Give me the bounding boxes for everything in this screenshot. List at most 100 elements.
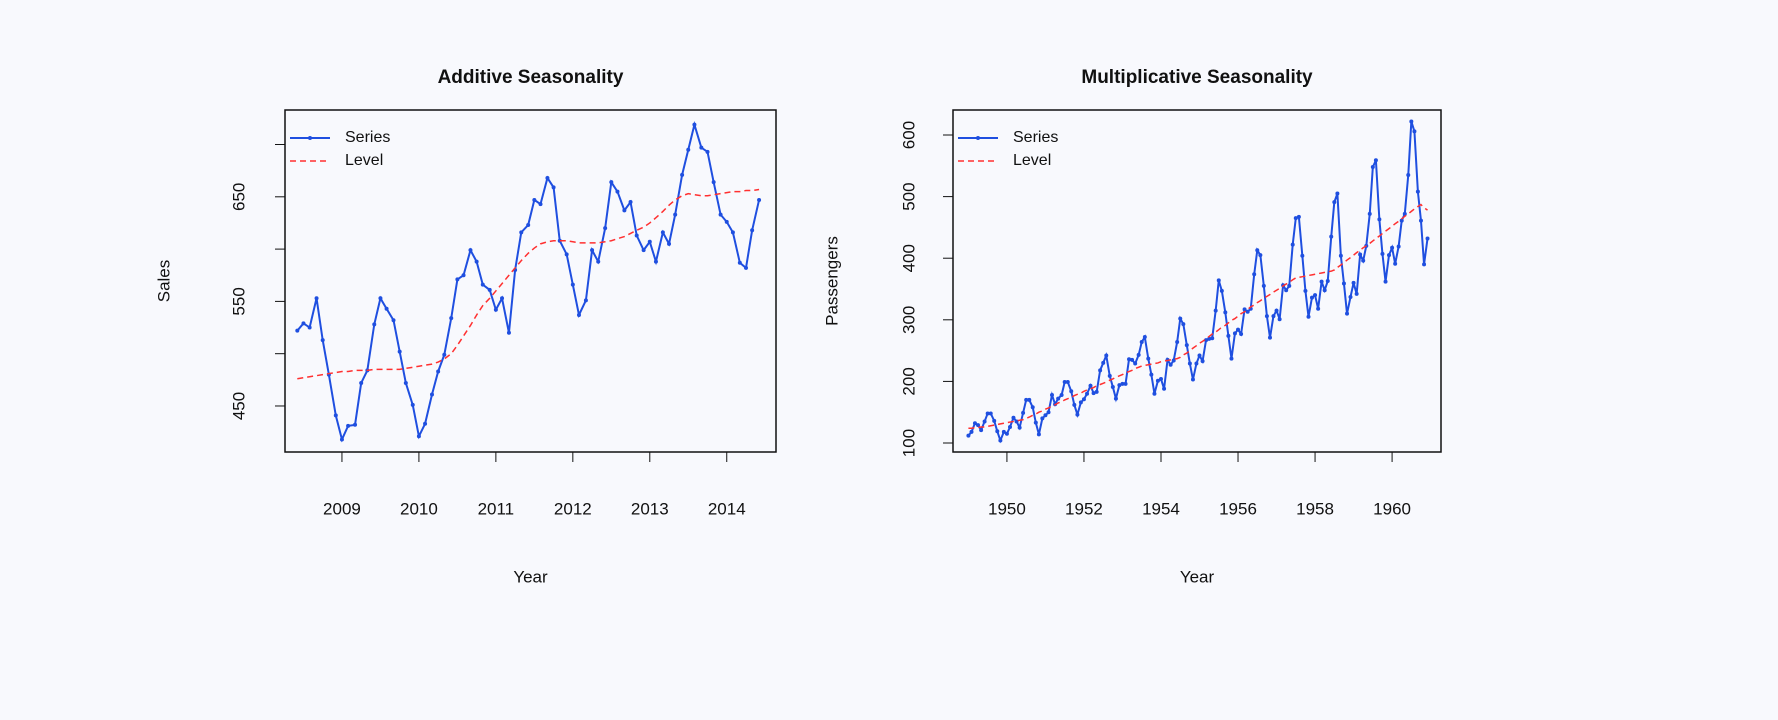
data-point	[1043, 413, 1048, 418]
x-tick-label: 1952	[1065, 499, 1103, 518]
data-point	[372, 322, 377, 327]
data-point	[576, 312, 581, 317]
data-point	[660, 230, 665, 235]
data-point	[1059, 392, 1064, 397]
data-point	[1223, 310, 1228, 315]
data-point	[1252, 272, 1257, 277]
data-point	[1104, 353, 1109, 358]
chart-title: Multiplicative Seasonality	[1081, 67, 1313, 88]
data-point	[1300, 253, 1305, 258]
data-point	[526, 223, 531, 228]
data-point	[1373, 158, 1378, 163]
legend-label: Level	[345, 152, 383, 169]
data-point	[410, 402, 415, 407]
data-point	[667, 241, 672, 246]
data-point	[972, 421, 977, 426]
data-point	[1242, 307, 1247, 312]
data-point	[1094, 389, 1099, 394]
data-point	[743, 265, 748, 270]
data-point	[1303, 288, 1308, 293]
data-point	[1178, 316, 1183, 321]
x-tick-label: 1956	[1219, 499, 1257, 518]
plot-frame	[284, 109, 777, 453]
data-point	[1387, 253, 1392, 258]
data-point	[1120, 381, 1125, 386]
data-point	[1239, 331, 1244, 336]
data-point	[982, 419, 987, 424]
data-point	[474, 259, 479, 264]
plot-frame	[952, 109, 1442, 453]
data-point	[429, 392, 434, 397]
data-point	[718, 212, 723, 217]
data-point	[1267, 335, 1272, 340]
data-point	[1406, 173, 1411, 178]
data-point	[1332, 200, 1337, 205]
data-point	[1380, 251, 1385, 256]
x-tick-label: 2014	[708, 499, 746, 518]
data-point	[391, 318, 396, 323]
data-point	[730, 230, 735, 235]
series-line	[967, 121, 1429, 444]
data-point	[1277, 317, 1282, 322]
legend-label: Series	[1013, 129, 1058, 146]
y-tick-label: 200	[899, 367, 918, 395]
data-point	[436, 369, 441, 374]
data-point	[1370, 165, 1375, 170]
data-point	[1187, 361, 1192, 366]
data-point	[985, 411, 990, 416]
data-point	[1232, 331, 1237, 336]
data-point	[1085, 391, 1090, 396]
data-point	[532, 197, 537, 202]
data-point	[314, 296, 319, 301]
data-point	[1049, 392, 1054, 397]
legend-label: Series	[345, 129, 390, 146]
data-point	[384, 306, 389, 311]
data-point	[1110, 384, 1115, 389]
data-point	[583, 298, 588, 303]
data-point	[1004, 431, 1009, 436]
data-point	[750, 228, 755, 233]
data-point	[442, 352, 447, 357]
data-point	[966, 433, 971, 438]
data-point	[468, 248, 473, 253]
data-point	[1322, 288, 1327, 293]
data-point	[1149, 372, 1154, 377]
y-tick-label: 550	[229, 287, 248, 315]
data-point	[641, 248, 646, 253]
data-point	[1354, 291, 1359, 296]
data-point	[1117, 383, 1122, 388]
data-point	[487, 287, 492, 292]
data-point	[1383, 279, 1388, 284]
data-point	[1030, 405, 1035, 410]
chart-panel: Additive Seasonality Year Sales 2009 2010 201…	[154, 67, 777, 586]
data-point	[1418, 218, 1423, 223]
data-point	[1098, 368, 1103, 373]
data-point	[1091, 391, 1096, 396]
x-tick-label: 1954	[1142, 499, 1180, 518]
data-point	[628, 200, 633, 205]
data-point	[564, 252, 569, 257]
data-point	[1088, 383, 1093, 388]
data-point	[359, 380, 364, 385]
data-point	[1293, 216, 1298, 221]
data-point	[1024, 397, 1029, 402]
data-point	[1255, 248, 1260, 253]
data-point	[1309, 295, 1314, 300]
data-point	[1127, 357, 1132, 362]
data-point	[1341, 281, 1346, 286]
data-point	[711, 180, 716, 185]
data-point	[1210, 336, 1215, 341]
data-point	[455, 277, 460, 282]
data-point	[1261, 283, 1266, 288]
data-point	[647, 239, 652, 244]
data-point	[416, 434, 421, 439]
x-tick-label: 2010	[400, 499, 438, 518]
data-point	[995, 429, 1000, 434]
data-point	[609, 180, 614, 185]
data-point	[493, 307, 498, 312]
x-axis-label: Year	[513, 567, 548, 586]
data-point	[1081, 397, 1086, 402]
data-point	[1146, 356, 1151, 361]
data-point	[998, 438, 1003, 443]
